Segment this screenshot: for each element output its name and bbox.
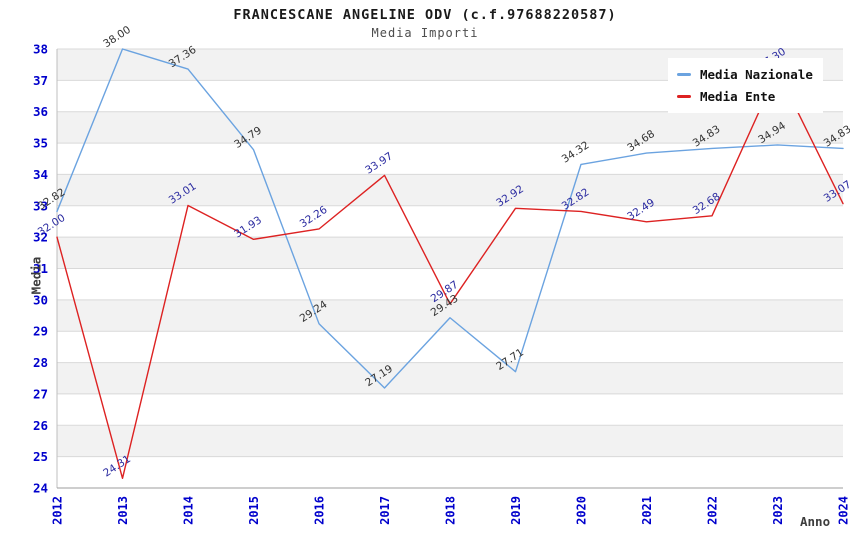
- chart-title: FRANCESCANE ANGELINE ODV (c.f.9768822058…: [233, 7, 617, 23]
- point-label: 38.00: [101, 24, 133, 50]
- y-tick-label: 33: [33, 198, 48, 213]
- y-tick-label: 30: [33, 292, 48, 307]
- y-tick-label: 38: [33, 42, 48, 57]
- y-tick-label: 37: [33, 73, 48, 88]
- y-tick-label: 35: [33, 136, 48, 151]
- plot-band: [57, 362, 843, 394]
- legend-marker-nazionale-icon: [677, 72, 691, 76]
- x-tick-label: 2024: [837, 496, 850, 525]
- point-label: 33.97: [363, 150, 395, 176]
- series-line-0: [56, 48, 844, 389]
- x-tick-label: 2016: [313, 496, 327, 525]
- y-tick-label: 27: [33, 386, 48, 401]
- chart-subtitle: Media Importi: [371, 26, 479, 40]
- x-tick-label: 2017: [378, 496, 392, 525]
- plot-band: [57, 299, 843, 332]
- y-tick-label: 24: [33, 481, 48, 496]
- point-label: 32.26: [298, 204, 330, 231]
- legend-item-media-nazionale: Media Nazionale: [677, 63, 813, 85]
- y-tick-label: 36: [33, 104, 48, 119]
- plot-band: [57, 174, 843, 206]
- x-tick-label: 2021: [640, 496, 654, 525]
- x-tick-label: 2012: [51, 496, 65, 525]
- y-tick-label: 29: [33, 324, 48, 339]
- x-tick-label: 2019: [509, 496, 523, 525]
- legend: Media Nazionale Media Ente: [668, 58, 823, 113]
- plot-band: [57, 237, 843, 269]
- y-tick-label: 32: [33, 230, 48, 245]
- y-tick-label: 31: [33, 261, 48, 276]
- y-tick-label: 25: [33, 449, 48, 464]
- legend-marker-ente-icon: [677, 94, 691, 98]
- x-tick-label: 2023: [771, 496, 785, 525]
- plot-band: [57, 425, 843, 457]
- y-axis-title: Media: [28, 256, 44, 295]
- series-line-1: [56, 70, 844, 479]
- point-label: 32.00: [36, 212, 68, 238]
- y-tick-label: 34: [33, 167, 48, 182]
- legend-label-nazionale: Media Nazionale: [700, 66, 813, 82]
- y-tick-label: 28: [33, 355, 48, 370]
- x-axis-title: Anno: [800, 514, 831, 529]
- x-tick-label: 2020: [575, 496, 589, 525]
- x-tick-label: 2022: [706, 496, 720, 525]
- legend-label-ente: Media Ente: [700, 88, 776, 104]
- x-tick-label: 2015: [247, 496, 261, 525]
- y-tick-label: 26: [33, 418, 48, 433]
- x-tick-label: 2013: [116, 496, 130, 525]
- x-tick-label: 2014: [182, 496, 196, 525]
- legend-item-media-ente: Media Ente: [677, 85, 813, 107]
- x-tick-label: 2018: [444, 496, 458, 525]
- plot-band: [57, 111, 843, 144]
